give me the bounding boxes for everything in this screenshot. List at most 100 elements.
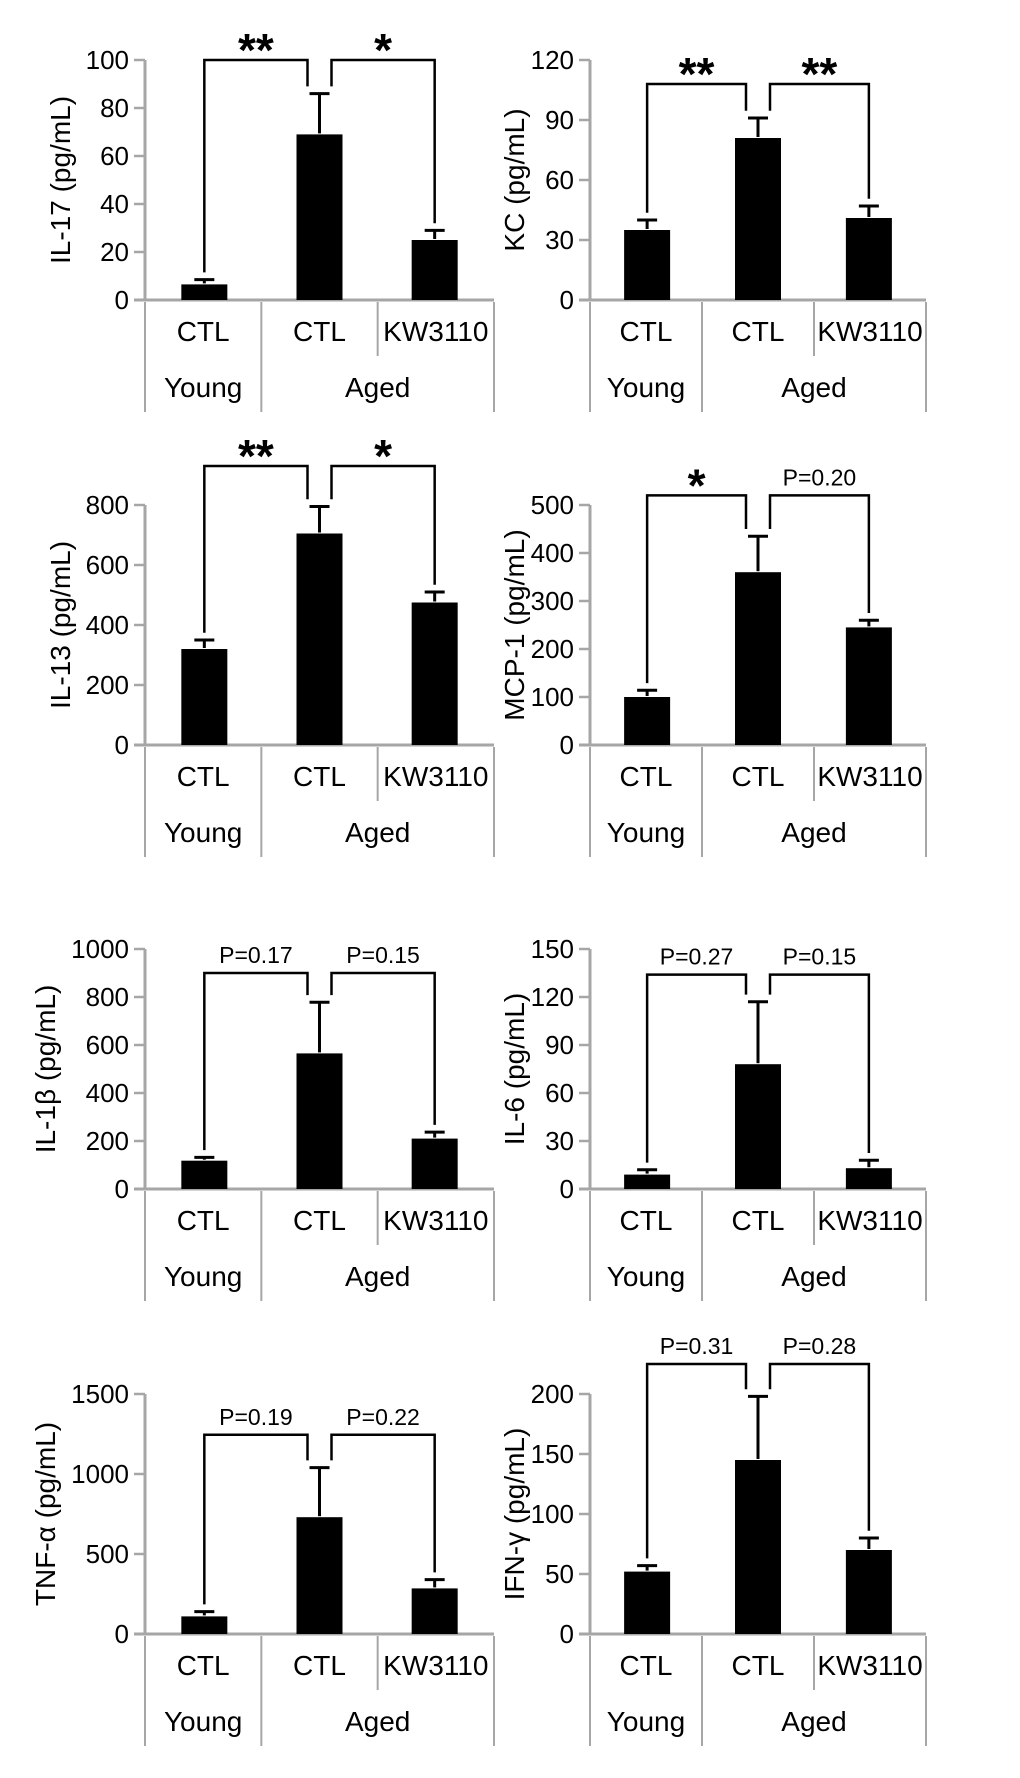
significance-bracket — [330, 58, 436, 224]
y-tick-label: 400 — [531, 538, 574, 568]
y-tick-label: 100 — [86, 45, 129, 75]
y-tick-label: 40 — [100, 189, 129, 219]
group-label: Aged — [781, 1261, 846, 1292]
significance-label: P=0.31 — [660, 1333, 734, 1359]
significance-bracket — [645, 1362, 748, 1558]
significance-label: P=0.20 — [783, 464, 857, 490]
category-label: KW3110 — [817, 761, 922, 792]
significance-bracket — [330, 971, 436, 1125]
category-label: CTL — [620, 316, 673, 347]
significance-bracket — [203, 464, 309, 633]
bar-young-ctl — [181, 648, 228, 745]
significance-bracket — [768, 493, 871, 613]
y-tick-label: 100 — [531, 1499, 574, 1529]
chart-il13: 0 200 400 600 800 IL-13 (pg/mL) CTL CTL KW3110 Yo… — [45, 430, 495, 857]
y-tick-label: 200 — [531, 1379, 574, 1409]
panel-il6: 0 30 60 90 120 150 IL-6 (pg/mL) CTL CTL KW3110 You… — [499, 889, 1020, 1334]
panel-il1: 0 200 400 600 800 1000 IL-1β (pg/mL) CTL CTL KW31… — [0, 889, 510, 1334]
y-tick-label: 100 — [531, 682, 574, 712]
significance-label: P=0.22 — [346, 1403, 420, 1429]
group-label: Aged — [345, 817, 410, 848]
group-label: Young — [607, 1706, 685, 1737]
y-axis-label: IFN-γ (pg/mL) — [499, 1427, 530, 1600]
category-label: CTL — [732, 1205, 785, 1236]
chart-il1: 0 200 400 600 800 1000 IL-1β (pg/mL) CTL CTL KW31… — [30, 934, 495, 1301]
group-label: Aged — [345, 1261, 410, 1292]
y-tick-label: 0 — [115, 730, 129, 760]
y-tick-label: 500 — [86, 1539, 129, 1569]
bar-young-ctl — [624, 696, 671, 745]
bar-aged-kw3110 — [845, 1168, 892, 1189]
bar-aged-ctl — [735, 1459, 781, 1634]
category-label: CTL — [732, 761, 785, 792]
y-tick-label: 400 — [86, 610, 129, 640]
bar-aged-ctl — [735, 1064, 781, 1189]
y-tick-label: 30 — [545, 1126, 574, 1156]
bar-aged-kw3110 — [411, 1587, 458, 1634]
y-tick-label: 500 — [531, 490, 574, 520]
significance-label: ** — [238, 430, 274, 482]
category-label: KW3110 — [817, 316, 922, 347]
y-tick-label: 200 — [531, 634, 574, 664]
category-label: KW3110 — [383, 316, 488, 347]
group-label: Aged — [781, 1706, 846, 1737]
significance-bracket — [330, 1433, 436, 1572]
bar-aged-kw3110 — [845, 1549, 892, 1634]
y-tick-label: 30 — [545, 225, 574, 255]
y-tick-label: 800 — [86, 490, 129, 520]
y-tick-label: 80 — [100, 93, 129, 123]
significance-bracket — [768, 1362, 871, 1531]
bar-aged-kw3110 — [845, 218, 892, 300]
significance-label: ** — [802, 48, 838, 100]
significance-bracket — [768, 973, 871, 1153]
panel-ifn: 0 50 100 150 200 IFN-γ (pg/mL) CTL CTL KW3110 You… — [499, 1333, 1020, 1778]
y-tick-label: 0 — [115, 1619, 129, 1649]
bar-aged-ctl — [735, 138, 781, 300]
significance-label: P=0.15 — [346, 942, 420, 968]
category-label: CTL — [293, 761, 346, 792]
y-tick-label: 60 — [100, 141, 129, 171]
y-tick-label: 20 — [100, 237, 129, 267]
y-axis-label: IL-13 (pg/mL) — [45, 540, 76, 708]
significance-label: P=0.15 — [783, 944, 857, 970]
category-label: CTL — [732, 316, 785, 347]
significance-bracket — [203, 971, 309, 1151]
group-label: Young — [164, 817, 242, 848]
category-label: CTL — [177, 316, 230, 347]
y-tick-label: 90 — [545, 105, 574, 135]
y-tick-label: 0 — [115, 1174, 129, 1204]
y-tick-label: 800 — [86, 982, 129, 1012]
category-label: CTL — [620, 1205, 673, 1236]
significance-label: ** — [238, 24, 274, 76]
group-label: Young — [164, 372, 242, 403]
bar-young-ctl — [181, 1615, 228, 1634]
category-label: CTL — [177, 1650, 230, 1681]
y-tick-label: 600 — [86, 1030, 129, 1060]
bar-young-ctl — [624, 1571, 671, 1634]
significance-label: * — [374, 24, 392, 76]
panel-mcp1: 0 100 200 300 400 500 MCP-1 (pg/mL) CTL CTL KW311… — [499, 445, 1020, 890]
category-label: CTL — [177, 1205, 230, 1236]
y-tick-label: 0 — [560, 730, 574, 760]
y-tick-label: 200 — [86, 670, 129, 700]
significance-label: P=0.27 — [660, 944, 734, 970]
bar-aged-kw3110 — [411, 240, 458, 300]
group-label: Aged — [345, 1706, 410, 1737]
significance-bracket — [645, 493, 748, 683]
significance-bracket — [768, 82, 871, 199]
y-axis-label: KC (pg/mL) — [499, 108, 530, 251]
significance-label: P=0.28 — [783, 1333, 857, 1359]
significance-label: P=0.19 — [219, 1403, 293, 1429]
panel-tnf: 0 500 1000 1500 TNF-α (pg/mL) CTL CTL KW3110 You… — [0, 1334, 510, 1778]
significance-bracket — [330, 464, 436, 585]
category-label: CTL — [620, 761, 673, 792]
significance-bracket — [203, 1433, 309, 1604]
category-label: KW3110 — [817, 1650, 922, 1681]
y-tick-label: 1500 — [71, 1379, 129, 1409]
y-tick-label: 50 — [545, 1559, 574, 1589]
y-tick-label: 120 — [531, 982, 574, 1012]
panel-kc: 0 30 60 90 120 KC (pg/mL) CTL CTL KW3110 Young Age… — [499, 0, 1020, 445]
category-label: CTL — [293, 1205, 346, 1236]
